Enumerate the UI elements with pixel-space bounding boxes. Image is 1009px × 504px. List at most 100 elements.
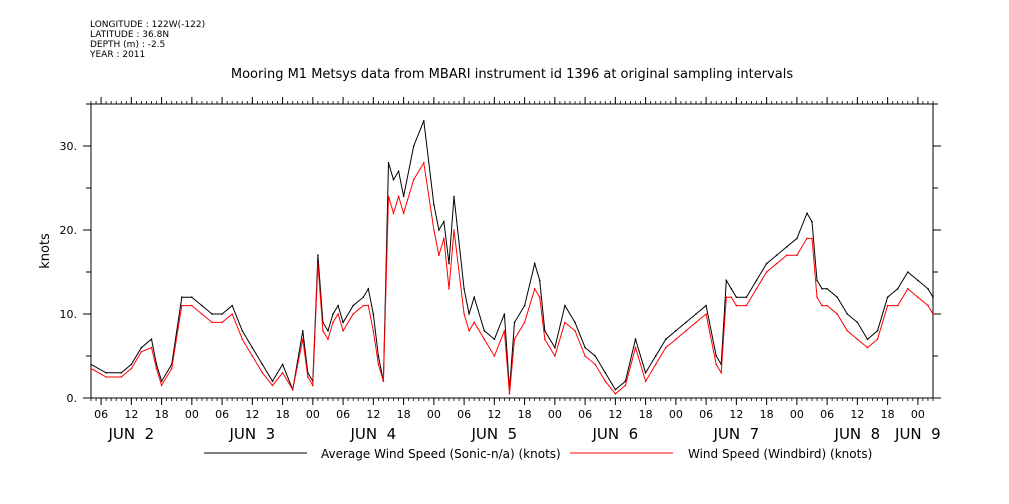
x-tick-label: 12 (850, 408, 864, 421)
series-1-point (423, 120, 425, 122)
series-2-point (604, 380, 607, 383)
series-2-point (523, 321, 526, 324)
series-1-point (150, 338, 153, 341)
series-2-point (725, 296, 728, 299)
series-2-point (816, 296, 818, 299)
series-2-point (493, 355, 496, 357)
metadata-block: LONGITUDE : 122W(-122) LATITUDE : 36.8N … (90, 20, 205, 60)
series-2-point (342, 330, 344, 332)
series-1-point (786, 246, 788, 248)
series-1-point (181, 296, 183, 299)
series-2-point (695, 321, 697, 324)
series-2-point (554, 355, 556, 357)
series-1-point (538, 279, 541, 282)
series-1-point (281, 363, 284, 366)
series-2-point (765, 271, 768, 273)
series-line-2 (90, 161, 934, 395)
plot-frame (90, 103, 934, 399)
series-2-point (544, 338, 546, 341)
x-tick-label: 18 (881, 408, 895, 421)
series-1-point (372, 313, 375, 315)
series-2-point (644, 380, 647, 383)
x-tick-label: 06 (94, 408, 108, 421)
series-2-point (302, 338, 304, 341)
series-1-point (866, 338, 869, 341)
series-2-point (448, 288, 450, 290)
series-2-point (337, 313, 339, 315)
series-2-point (685, 330, 687, 332)
series-1-point (705, 304, 707, 307)
series-2-point (241, 338, 244, 341)
series-layer (90, 120, 934, 395)
series-1-point (624, 380, 627, 383)
series-1-point (927, 288, 929, 290)
series-2-point (463, 313, 465, 315)
series-1-point (811, 220, 813, 223)
x-tick-label: 00 (548, 408, 562, 421)
latitude-label: LATITUDE : 36.8N (90, 30, 170, 40)
series-1-point (438, 229, 440, 231)
series-2-point (886, 304, 889, 307)
series-1-point (90, 363, 92, 366)
series-2-point (367, 304, 370, 307)
series-1-point (473, 296, 476, 299)
x-date-label: JUN 7 (713, 425, 760, 443)
x-date-label: JUN 6 (592, 425, 639, 443)
series-1-point (433, 204, 435, 206)
series-1-point (367, 288, 370, 290)
series-1-point (332, 313, 334, 315)
series-1-point (654, 355, 657, 357)
series-2-point (876, 338, 879, 341)
x-tick-label: 18 (518, 408, 532, 421)
series-2-point (105, 376, 107, 378)
legend-label-series-2: Wind Speed (Windbird) (knots) (688, 447, 872, 461)
series-1-point (675, 330, 677, 332)
series-2-point (927, 304, 929, 307)
x-tick-label: 18 (397, 408, 411, 421)
series-1-point (412, 145, 415, 147)
series-2-point (896, 304, 899, 307)
series-1-point (735, 296, 738, 299)
series-1-point (564, 304, 566, 307)
series-2-point (634, 346, 637, 349)
series-1-point (907, 271, 909, 273)
x-axis: 06 12 18 00 06 12 18 00 06 12 18 00 06 12 18 00 06 12 18 00… (94, 97, 941, 443)
series-2-point (291, 388, 294, 391)
series-2-point (513, 338, 516, 341)
series-2-point (806, 237, 808, 240)
series-1-point (160, 380, 163, 383)
series-1-point (574, 321, 576, 324)
series-1-point (695, 313, 697, 315)
series-1-point (352, 304, 355, 307)
series-2-point (423, 162, 425, 164)
series-2-point (907, 288, 909, 290)
x-tick-label: 06 (578, 408, 592, 421)
series-2-point (90, 367, 92, 370)
x-date-label: JUN 5 (471, 425, 518, 443)
series-2-point (352, 313, 355, 315)
longitude-label: LONGITUDE : 122W(-122) (90, 20, 206, 30)
series-2-point (720, 372, 722, 374)
series-2-point (392, 212, 395, 214)
series-2-point (836, 313, 838, 315)
series-2-point (821, 304, 823, 307)
series-1-point (896, 288, 899, 290)
series-1-point (846, 313, 849, 315)
series-1-point (886, 296, 889, 299)
x-date-label: JUN 2 (107, 425, 154, 443)
series-1-point (856, 321, 859, 324)
series-1-point (634, 338, 637, 341)
series-2-point (453, 229, 455, 231)
series-2-point (856, 338, 859, 341)
x-tick-label: 12 (608, 408, 622, 421)
series-2-point (675, 338, 677, 341)
series-1-point (392, 178, 395, 181)
x-tick-label: 18 (760, 408, 774, 421)
x-tick-label: 18 (276, 408, 290, 421)
series-1-point (644, 372, 647, 374)
series-2-point (372, 330, 375, 332)
series-1-point (387, 162, 390, 164)
series-2-point (120, 376, 123, 378)
series-line-1 (90, 120, 934, 392)
